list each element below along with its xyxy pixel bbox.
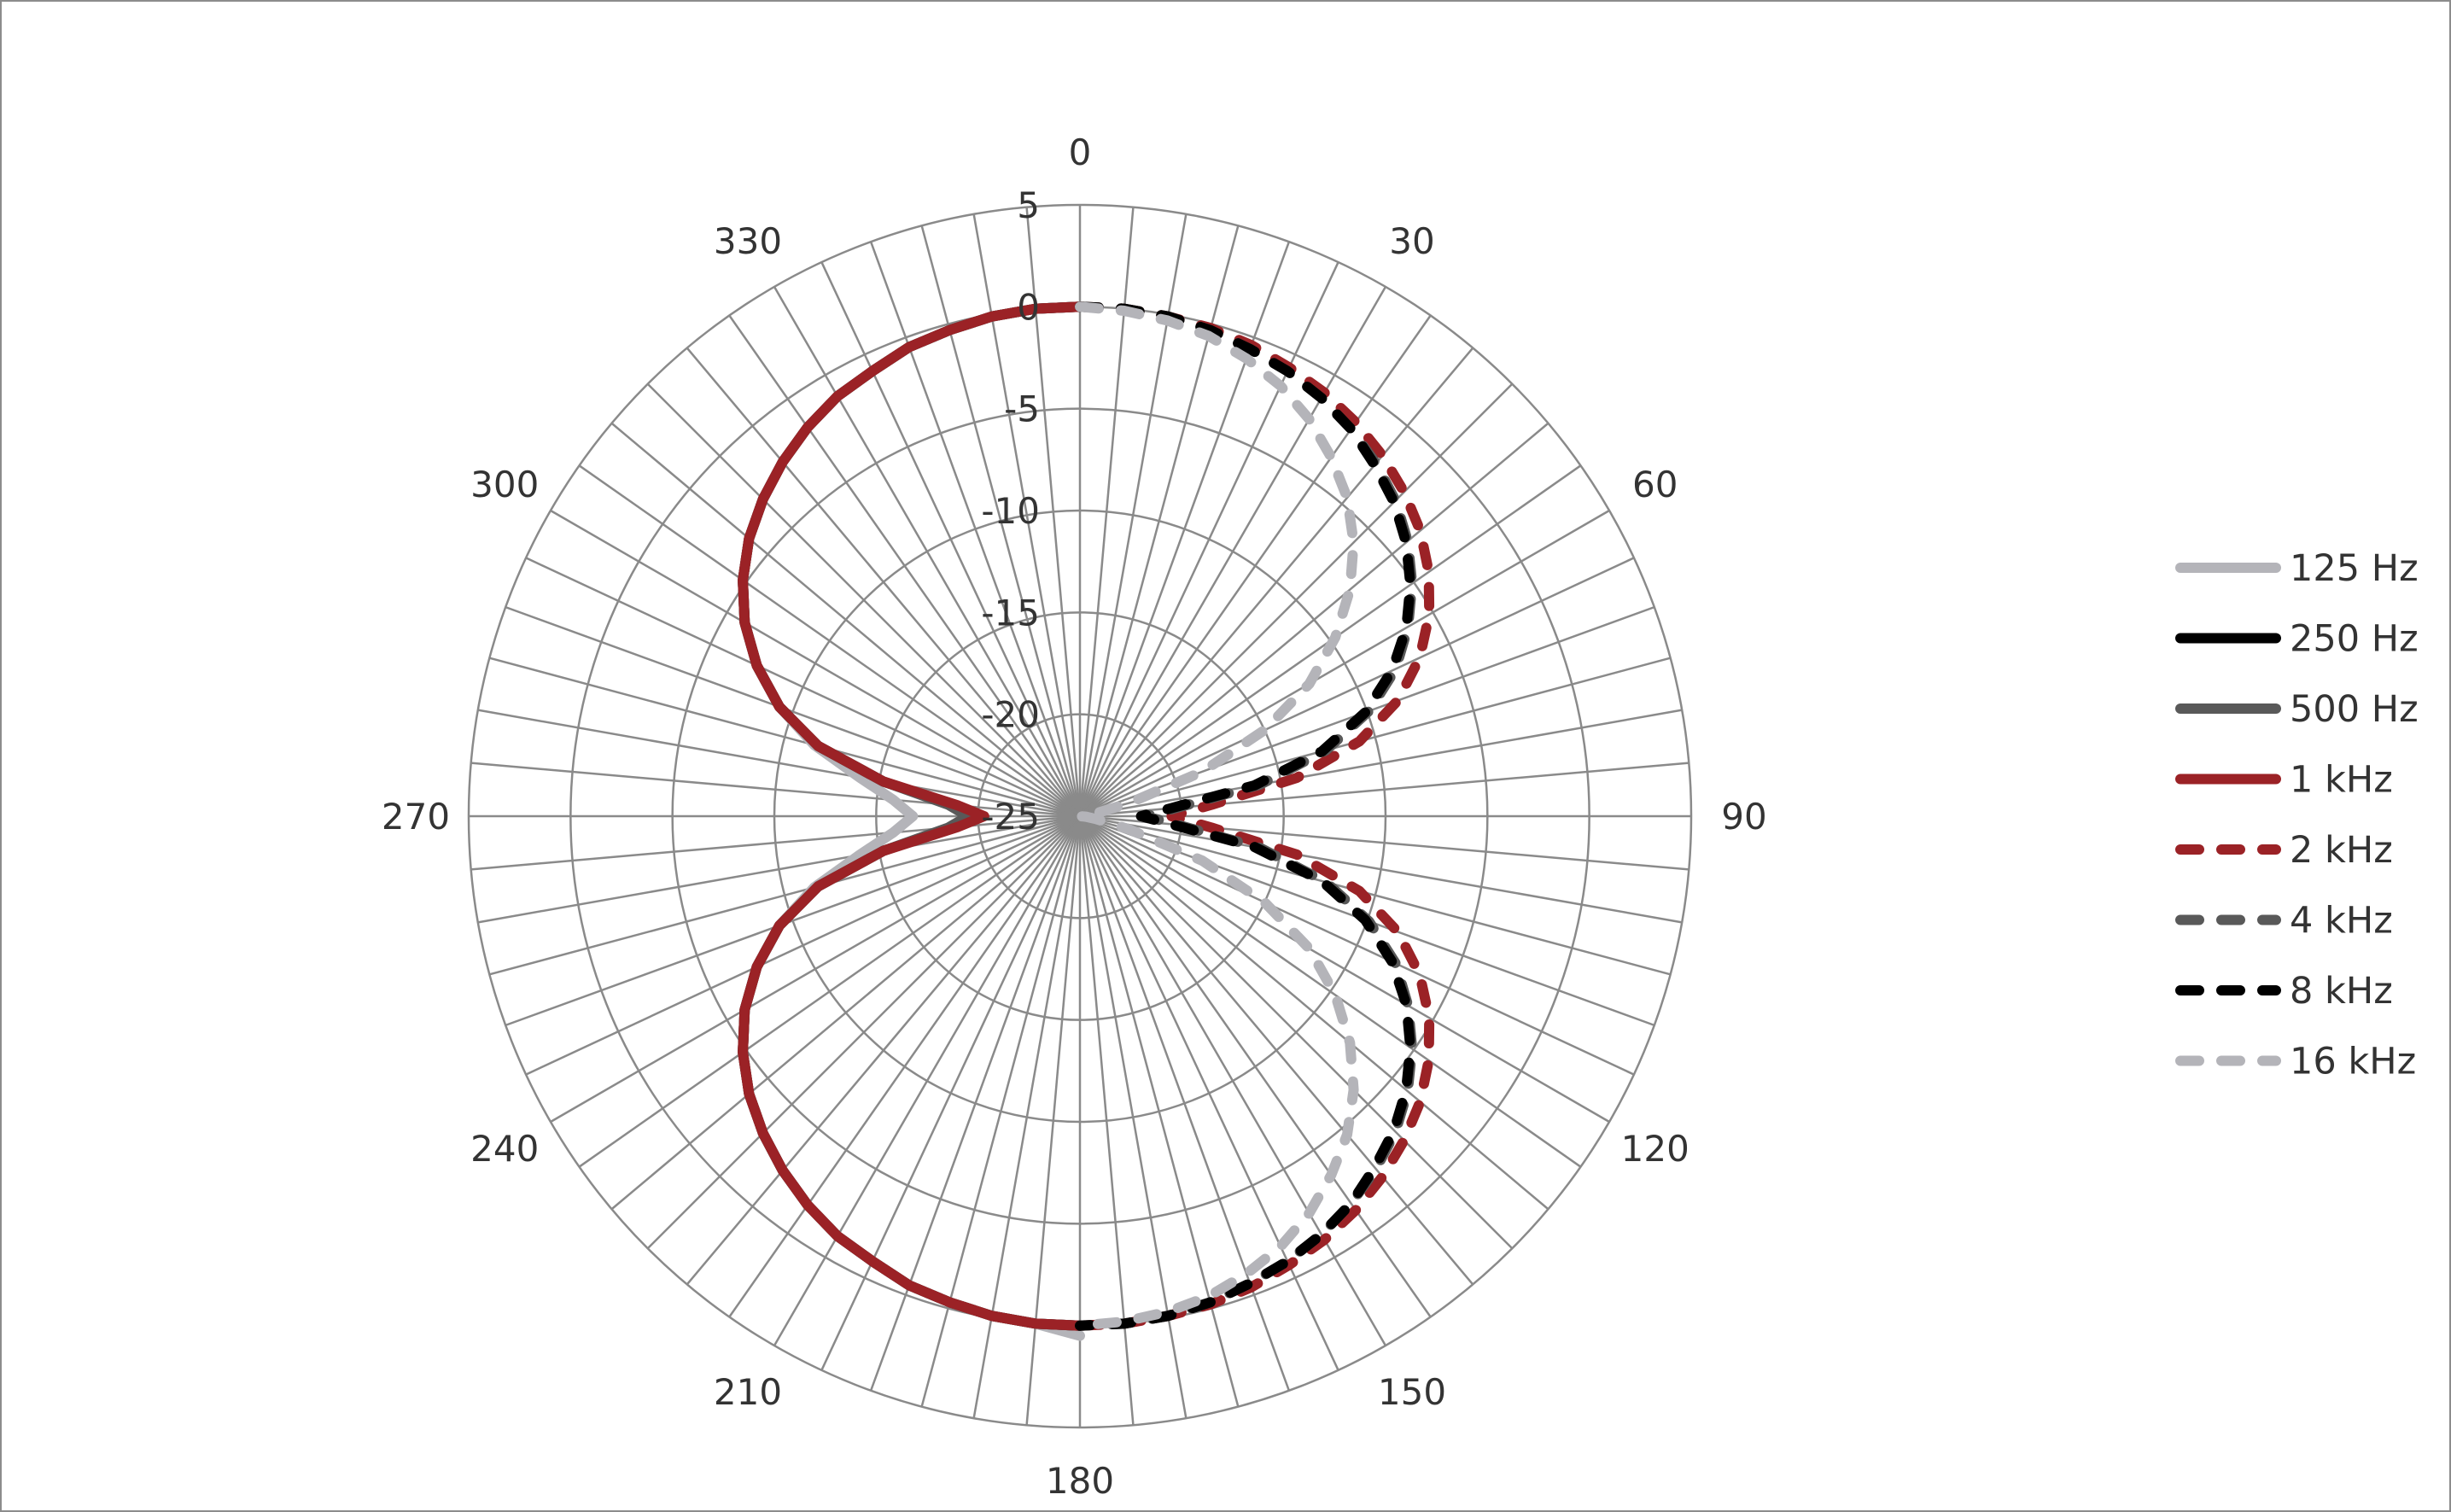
legend-item: 16 kHz [2175,1041,2416,1083]
angle-tick-label: 120 [1621,1128,1689,1170]
series-layer [738,301,1435,1341]
axis-labels: 030609012015018021024027030033050-5-10-1… [382,131,1767,1502]
legend-label: 250 Hz [2290,618,2419,661]
series-line-16-khz [1075,301,1359,1331]
angle-tick-label: 330 [714,220,782,262]
angle-tick-label: 240 [470,1128,539,1170]
radial-gridline [875,611,1285,1021]
legend: 125 Hz 250 Hz 500 Hz 1 kHz 2 kHz 4 kHz 8 kHz 16… [2175,547,2419,1083]
legend-label: 8 kHz [2290,970,2393,1013]
radial-tick-label: -25 [981,796,1040,838]
radial-tick-label: -10 [981,490,1040,532]
radial-tick-label: -15 [981,592,1040,633]
legend-item: 2 kHz [2175,829,2393,872]
legend-item: 1 kHz [2175,759,2393,802]
legend-label: 2 kHz [2290,829,2393,872]
legend-item: 500 Hz [2175,688,2419,731]
radial-gridline [671,407,1489,1225]
series-line-8-khz [1075,301,1416,1331]
radial-tick-label: 0 [1017,286,1040,328]
radial-tick-label: 5 [1017,184,1040,226]
angle-tick-label: 0 [1069,131,1092,173]
radial-tick-label: -20 [981,694,1040,736]
legend-item: 250 Hz [2175,618,2419,661]
legend-item: 4 kHz [2175,900,2393,943]
angle-tick-label: 300 [470,464,539,505]
legend-item: 125 Hz [2175,547,2419,590]
legend-label: 500 Hz [2290,688,2419,731]
angle-tick-label: 30 [1389,220,1434,262]
legend-label: 16 kHz [2290,1041,2416,1083]
legend-label: 125 Hz [2290,547,2419,590]
radial-tick-label: -5 [1004,388,1040,430]
radial-gridline [467,203,1693,1429]
radial-gridline [773,509,1387,1124]
series-line-2-khz [1075,301,1435,1331]
angle-tick-label: 180 [1046,1460,1114,1502]
angle-tick-label: 60 [1632,464,1678,505]
angle-tick-label: 150 [1378,1371,1446,1413]
legend-item: 8 kHz [2175,970,2393,1013]
angle-tick-label: 270 [382,796,450,838]
angle-tick-label: 90 [1721,796,1766,838]
legend-label: 4 kHz [2290,900,2393,943]
legend-label: 1 kHz [2290,759,2393,802]
angle-tick-label: 210 [714,1371,782,1413]
series-line-1-khz [738,301,1085,1331]
